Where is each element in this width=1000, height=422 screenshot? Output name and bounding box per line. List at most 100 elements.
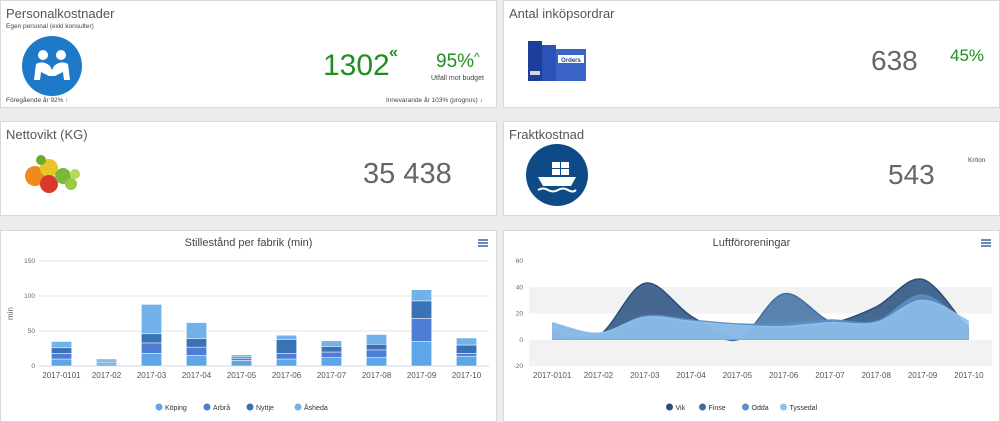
- freight-unit: Kr/ton: [968, 157, 986, 164]
- bar-segment: [186, 322, 207, 339]
- bar-segment: [411, 289, 432, 302]
- legend-marker: [699, 403, 706, 411]
- personnel-cost-tile: Personalkostnader Egen personal (exkl ko…: [0, 0, 497, 108]
- bar-segment: [141, 342, 162, 354]
- bar-segment: [141, 333, 162, 344]
- legend-item: Odda: [752, 405, 769, 412]
- bar-segment: [456, 355, 477, 367]
- budget-percent: 95%^: [436, 50, 480, 72]
- bar-segment: [96, 358, 117, 362]
- y-tick-label: 50: [28, 328, 36, 335]
- chart-title: Stillestånd per fabrik (min): [184, 237, 313, 249]
- tile-title: Antal inköpsordrar: [509, 6, 615, 21]
- bar-segment: [411, 318, 432, 342]
- current-year-label: Innevarande år 103% (prognos) ↓: [386, 97, 483, 104]
- air-pollution-chart-tile: Luftföroreningar -20 0 20 40 60 2017-0101 2017…: [503, 230, 1000, 422]
- bar-segment: [231, 354, 252, 358]
- pollution-area-chart: -20 0 20 40 60 2017-0101 2017-02 2017-03 2017-04…: [514, 258, 992, 412]
- cargo-ship-icon: [526, 144, 588, 206]
- bar-segment: [186, 338, 207, 348]
- net-weight-tile: Nettovikt (KG) 35 438: [0, 121, 497, 216]
- x-tick-label: 2017-0101: [42, 371, 81, 380]
- x-tick-label: 2017-04: [182, 371, 212, 380]
- orders-binder-icon: Orders: [526, 35, 588, 85]
- bar-segment: [231, 360, 252, 367]
- legend-item: Nyttje: [256, 405, 274, 412]
- caret-up-icon: ^: [474, 50, 480, 64]
- legend-item: Arbrå: [213, 404, 230, 412]
- area-series: [552, 300, 969, 340]
- menu-icon[interactable]: [478, 239, 488, 247]
- legend-marker: [246, 403, 254, 411]
- bar-segment: [231, 358, 252, 361]
- double-chevron-left-icon: «: [389, 44, 398, 61]
- y-tick-label: 40: [516, 284, 524, 291]
- bar-segment: [366, 334, 387, 345]
- orders-percent: 45%: [950, 46, 985, 65]
- bar-segment: [321, 346, 342, 353]
- bar-segment: [141, 353, 162, 367]
- x-tick-label: 2017-04: [676, 371, 706, 380]
- freight-cost-tile: Fraktkostnad 543 Kr/ton: [503, 121, 1000, 216]
- bar-segment: [411, 341, 432, 367]
- legend-item: Köping: [165, 405, 187, 412]
- handshake-icon: [22, 36, 82, 96]
- legend-item: Åsheda: [304, 403, 328, 412]
- x-tick-label: 2017-09: [407, 371, 437, 380]
- bar-segment: [456, 353, 477, 357]
- plot-band: [529, 339, 992, 366]
- bar-segment: [276, 353, 297, 360]
- legend-marker: [742, 403, 749, 411]
- x-tick-label: 2017-02: [584, 371, 614, 380]
- prev-year-label: Föregående år 92% ↑: [6, 97, 69, 104]
- y-axis-label: min: [6, 307, 15, 320]
- downtime-bar-chart: 0 50 100 150 min 2017-0101 2017-02 2017-03 2017-…: [6, 258, 489, 412]
- legend-marker: [203, 403, 211, 411]
- legend-marker: [155, 403, 163, 411]
- purchase-orders-tile: Antal inköpsordrar Orders 638 45%: [503, 0, 1000, 108]
- bar-segment: [141, 304, 162, 335]
- y-tick-label: 100: [24, 293, 35, 300]
- chart-title: Luftföroreningar: [712, 237, 791, 249]
- bar-segment: [456, 344, 477, 354]
- x-tick-label: 2017-05: [723, 371, 753, 380]
- x-tick-label: 2017-08: [862, 371, 892, 380]
- tile-title: Fraktkostnad: [509, 127, 585, 142]
- bar-segment: [186, 355, 207, 367]
- downtime-chart-tile: Stillestånd per fabrik (min) 0 50 100 150 mi…: [0, 230, 497, 422]
- bar-segment: [51, 341, 72, 349]
- y-tick-label: 60: [516, 258, 524, 265]
- bar-segment: [366, 349, 387, 358]
- bar-segment: [321, 340, 342, 347]
- x-tick-label: 2017-09: [908, 371, 938, 380]
- y-tick-label: 0: [31, 363, 35, 370]
- net-weight-value: 35 438: [363, 158, 452, 190]
- bar-segment: [186, 346, 207, 356]
- tile-title: Personalkostnader: [6, 6, 115, 21]
- legend-item: Finse: [709, 405, 726, 412]
- legend-item: Vik: [676, 405, 686, 412]
- tile-subtitle: Egen personal (exkl konsulter): [6, 23, 94, 30]
- y-tick-label: -20: [514, 363, 524, 370]
- x-tick-label: 2017-06: [272, 371, 302, 380]
- x-tick-label: 2017-0101: [533, 371, 572, 380]
- area-series-line: [551, 299, 970, 334]
- bar-segment: [51, 353, 72, 360]
- legend-marker: [294, 403, 302, 411]
- x-tick-label: 2017-03: [137, 371, 167, 380]
- freight-value: 543: [888, 159, 935, 190]
- bar-segment: [51, 347, 72, 354]
- menu-icon[interactable]: [981, 239, 991, 247]
- tile-title: Nettovikt (KG): [6, 127, 88, 142]
- x-tick-label: 2017-05: [227, 371, 257, 380]
- bar-segment: [276, 339, 297, 354]
- bar-segment: [321, 351, 342, 358]
- x-tick-label: 2017-06: [769, 371, 799, 380]
- svg-text:Orders: Orders: [561, 58, 581, 64]
- bar-segment: [366, 357, 387, 367]
- x-tick-label: 2017-08: [362, 371, 392, 380]
- bar-segment: [411, 300, 432, 319]
- x-tick-label: 2017-07: [815, 371, 845, 380]
- fruit-icon: [21, 150, 85, 198]
- legend-marker: [780, 403, 787, 411]
